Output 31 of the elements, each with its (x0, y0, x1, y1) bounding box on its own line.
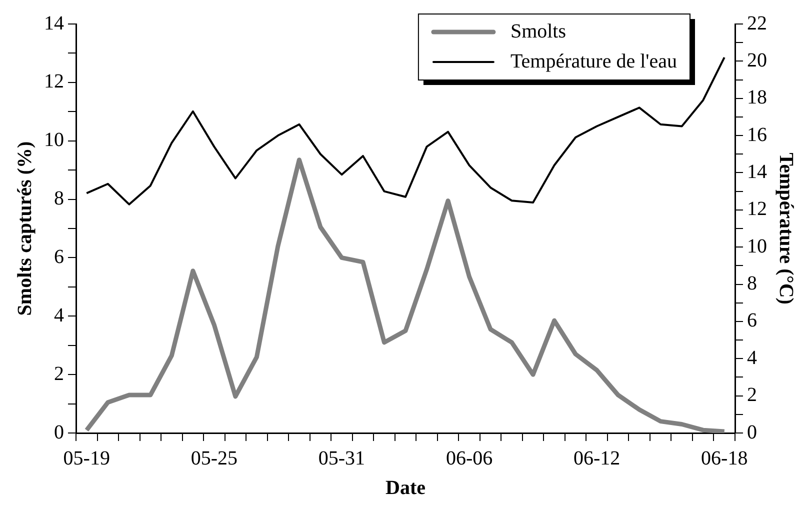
y2-tick-label: 22 (747, 12, 767, 34)
y-tick-label: 2 (54, 362, 64, 385)
y-tick-label: 6 (54, 246, 64, 268)
y2-tick-label: 14 (747, 160, 767, 183)
y-tick-label: 0 (54, 421, 64, 444)
y-tick-label: 10 (44, 129, 64, 152)
x-axis-title: Date (386, 477, 426, 500)
y2-tick-label: 2 (747, 384, 757, 406)
y-tick-label: 14 (44, 12, 64, 34)
x-tick-label: 05-19 (63, 447, 110, 470)
y2-tick-label: 16 (747, 124, 767, 146)
x-tick-label: 05-25 (190, 447, 238, 470)
y-tick-label: 8 (54, 188, 64, 210)
y-tick-label: 4 (54, 304, 64, 326)
legend-label: Température de l'eau (510, 50, 678, 72)
y2-tick-label: 20 (747, 49, 767, 72)
x-tick-label: 05-31 (318, 447, 366, 470)
y2-tick-label: 10 (747, 235, 767, 258)
y2-tick-label: 18 (747, 86, 767, 109)
y2-tick-label: 8 (747, 272, 757, 295)
x-tick-label: 06-12 (573, 447, 620, 470)
y2-tick-label: 6 (747, 310, 757, 332)
y-tick-label: 12 (44, 70, 64, 93)
x-tick-label: 06-18 (701, 447, 748, 470)
y2-tick-label: 0 (747, 421, 757, 444)
y2-tick-label: 12 (747, 198, 767, 220)
y2-axis-title: Température (°C) (774, 152, 797, 304)
y2-tick-label: 4 (747, 346, 757, 369)
legend-label: Smolts (510, 20, 566, 42)
x-tick-label: 06-06 (446, 447, 493, 470)
y-axis-title: Smolts capturés (%) (14, 141, 36, 316)
